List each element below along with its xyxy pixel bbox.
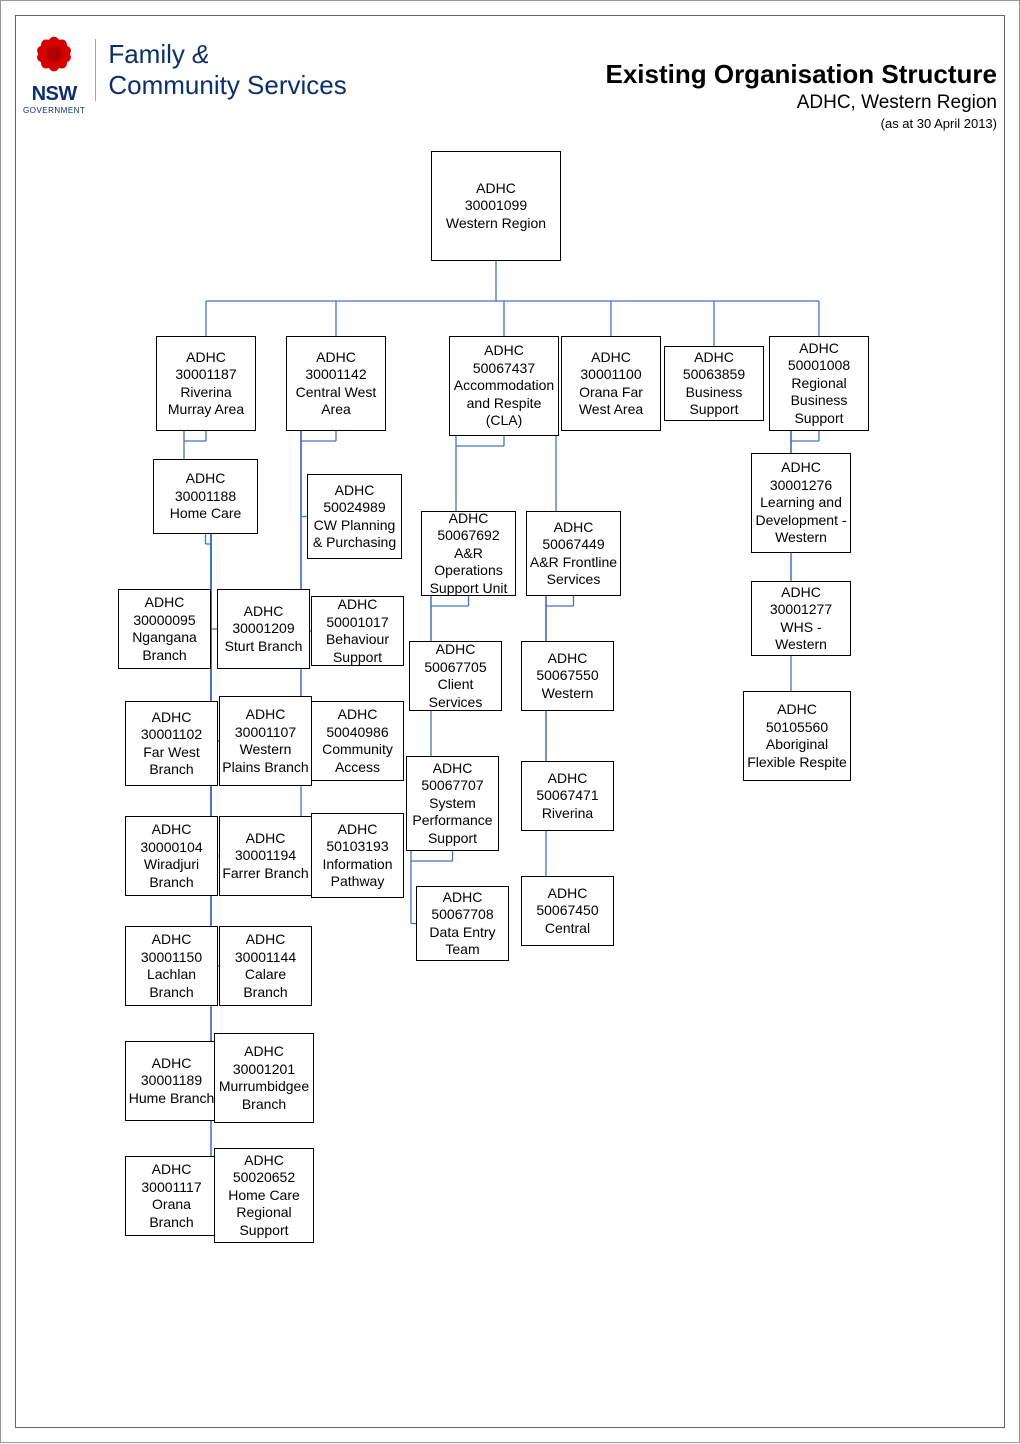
org-node-learn: ADHC30001276Learning and Development - W… bbox=[751, 453, 851, 553]
waratah-icon bbox=[25, 25, 83, 83]
org-node-calare: ADHC30001144Calare Branch bbox=[219, 926, 312, 1006]
header-logo: NSW GOVERNMENT Family & Community Servic… bbox=[23, 25, 347, 115]
nsw-waratah-block: NSW GOVERNMENT bbox=[23, 25, 85, 115]
org-node-fwbranch: ADHC30001102Far West Branch bbox=[125, 701, 218, 786]
org-node-wiradjuri: ADHC30000104Wiradjuri Branch bbox=[125, 816, 218, 896]
org-node-oranab: ADHC30001117Orana Branch bbox=[125, 1156, 218, 1236]
org-node-arfront: ADHC50067449A&R Frontline Services bbox=[526, 511, 621, 596]
org-node-rivunit: ADHC50067471Riverina bbox=[521, 761, 614, 831]
org-node-orana: ADHC30001100Orana Far West Area bbox=[561, 336, 661, 431]
org-node-root: ADHC30001099Western Region bbox=[431, 151, 561, 261]
org-node-homecare: ADHC30001188Home Care bbox=[153, 459, 258, 534]
page: NSW GOVERNMENT Family & Community Servic… bbox=[0, 0, 1020, 1443]
brand-line2: Community Services bbox=[108, 70, 346, 101]
org-node-wplains: ADHC30001107Western Plains Branch bbox=[219, 696, 312, 786]
brand-line1: Family bbox=[108, 39, 185, 69]
org-node-beh: ADHC50001017Behaviour Support bbox=[311, 596, 404, 666]
org-node-hume: ADHC30001189Hume Branch bbox=[125, 1041, 218, 1121]
org-node-abflex: ADHC50105560Aboriginal Flexible Respite bbox=[743, 691, 851, 781]
org-node-infopath: ADHC50103193Information Pathway bbox=[311, 813, 404, 898]
brand-text: Family & Community Services bbox=[95, 39, 346, 101]
org-node-cwplan: ADHC50024989CW Planning & Purchasing bbox=[307, 474, 402, 559]
title-block: Existing Organisation Structure ADHC, We… bbox=[605, 59, 997, 131]
org-node-central: ADHC50067450Central bbox=[521, 876, 614, 946]
org-node-farrer: ADHC30001194Farrer Branch bbox=[219, 816, 312, 896]
org-node-bsupp: ADHC50063859Business Support bbox=[664, 346, 764, 421]
org-node-commacc: ADHC50040986Community Access bbox=[311, 701, 404, 781]
org-node-cwest: ADHC30001142Central West Area bbox=[286, 336, 386, 431]
org-node-western: ADHC50067550Western bbox=[521, 641, 614, 711]
org-node-sysperf: ADHC50067707System Performance Support bbox=[406, 756, 499, 851]
org-node-rbsupp: ADHC50001008Regional Business Support bbox=[769, 336, 869, 431]
page-date: (as at 30 April 2013) bbox=[605, 116, 997, 131]
page-title: Existing Organisation Structure bbox=[605, 59, 997, 90]
org-node-arops: ADHC50067692A&R Operations Support Unit bbox=[421, 511, 516, 596]
org-node-lachlan: ADHC30001150Lachlan Branch bbox=[125, 926, 218, 1006]
org-node-hcrs: ADHC50020652Home Care Regional Support bbox=[214, 1148, 314, 1243]
org-node-ngangana: ADHC30000095Ngangana Branch bbox=[118, 589, 211, 669]
brand-amp: & bbox=[192, 39, 209, 69]
org-node-whs: ADHC30001277WHS - Western bbox=[751, 581, 851, 656]
org-node-murr: ADHC30001201Murrumbidgee Branch bbox=[214, 1033, 314, 1123]
org-node-cliserv: ADHC50067705Client Services bbox=[409, 641, 502, 711]
nsw-wordmark: NSW bbox=[32, 83, 77, 106]
org-node-riverina: ADHC30001187Riverina Murray Area bbox=[156, 336, 256, 431]
nsw-subtext: GOVERNMENT bbox=[23, 106, 85, 115]
org-node-accres: ADHC50067437Accommodation and Respite (C… bbox=[449, 336, 559, 436]
org-node-dataent: ADHC50067708Data Entry Team bbox=[416, 886, 509, 961]
org-node-sturt: ADHC30001209Sturt Branch bbox=[217, 589, 310, 669]
page-subtitle: ADHC, Western Region bbox=[605, 92, 997, 114]
